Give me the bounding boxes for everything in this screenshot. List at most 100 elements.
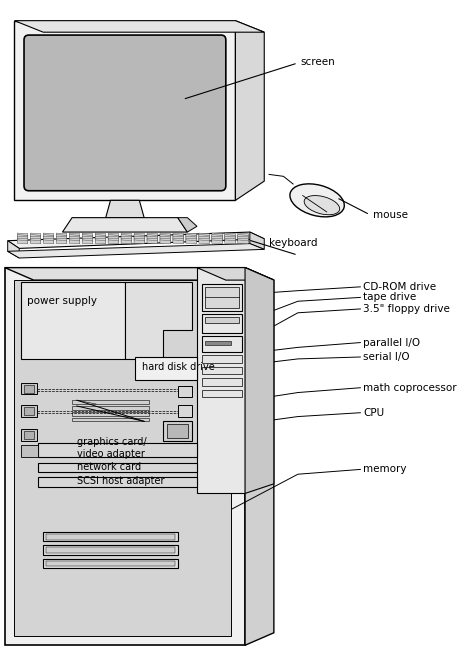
Polygon shape bbox=[147, 236, 157, 240]
Polygon shape bbox=[43, 240, 54, 244]
Polygon shape bbox=[205, 287, 239, 308]
Polygon shape bbox=[108, 240, 118, 244]
Polygon shape bbox=[238, 236, 248, 240]
Polygon shape bbox=[121, 233, 132, 237]
Polygon shape bbox=[178, 405, 192, 416]
Polygon shape bbox=[5, 268, 274, 280]
Polygon shape bbox=[238, 240, 248, 244]
Polygon shape bbox=[82, 236, 93, 240]
Polygon shape bbox=[14, 21, 236, 201]
Polygon shape bbox=[178, 218, 197, 232]
Polygon shape bbox=[30, 240, 41, 244]
Polygon shape bbox=[108, 233, 118, 237]
Polygon shape bbox=[225, 240, 236, 244]
Polygon shape bbox=[95, 236, 106, 240]
Polygon shape bbox=[134, 240, 145, 244]
Polygon shape bbox=[72, 418, 149, 422]
Polygon shape bbox=[30, 238, 41, 242]
Polygon shape bbox=[147, 233, 157, 237]
Text: serial I/O: serial I/O bbox=[363, 352, 410, 362]
Polygon shape bbox=[178, 386, 192, 397]
Polygon shape bbox=[134, 238, 145, 242]
Polygon shape bbox=[202, 378, 242, 386]
Polygon shape bbox=[160, 233, 171, 237]
Ellipse shape bbox=[304, 196, 340, 214]
Text: CD-ROM drive: CD-ROM drive bbox=[363, 282, 437, 292]
Polygon shape bbox=[225, 233, 236, 237]
Polygon shape bbox=[173, 238, 183, 242]
Polygon shape bbox=[167, 424, 188, 438]
Polygon shape bbox=[38, 477, 197, 487]
Polygon shape bbox=[30, 236, 41, 240]
Text: hard disk drive: hard disk drive bbox=[142, 362, 215, 372]
Polygon shape bbox=[95, 240, 106, 244]
Polygon shape bbox=[173, 233, 183, 237]
Polygon shape bbox=[134, 236, 145, 240]
Polygon shape bbox=[56, 233, 67, 237]
Polygon shape bbox=[199, 233, 210, 237]
Polygon shape bbox=[43, 545, 178, 555]
Polygon shape bbox=[8, 241, 19, 258]
Polygon shape bbox=[173, 240, 183, 244]
Polygon shape bbox=[95, 238, 106, 242]
Polygon shape bbox=[106, 201, 144, 218]
Polygon shape bbox=[250, 232, 264, 250]
Polygon shape bbox=[245, 268, 274, 645]
Polygon shape bbox=[160, 236, 171, 240]
Polygon shape bbox=[108, 235, 118, 238]
Text: 3.5" floppy drive: 3.5" floppy drive bbox=[363, 304, 450, 314]
Polygon shape bbox=[17, 240, 28, 244]
FancyBboxPatch shape bbox=[24, 35, 226, 191]
Polygon shape bbox=[186, 233, 197, 237]
Polygon shape bbox=[197, 268, 274, 280]
Polygon shape bbox=[43, 236, 54, 240]
Polygon shape bbox=[186, 235, 197, 238]
Polygon shape bbox=[30, 235, 41, 238]
Polygon shape bbox=[202, 355, 242, 363]
Polygon shape bbox=[212, 233, 222, 237]
Polygon shape bbox=[69, 233, 80, 237]
Polygon shape bbox=[69, 235, 80, 238]
Polygon shape bbox=[82, 233, 93, 237]
Polygon shape bbox=[212, 236, 222, 240]
Polygon shape bbox=[108, 236, 118, 240]
Text: memory: memory bbox=[363, 464, 407, 474]
Polygon shape bbox=[43, 532, 178, 541]
Polygon shape bbox=[43, 238, 54, 242]
Polygon shape bbox=[212, 240, 222, 244]
Polygon shape bbox=[121, 236, 132, 240]
Polygon shape bbox=[95, 235, 106, 238]
Polygon shape bbox=[21, 282, 125, 359]
Polygon shape bbox=[63, 218, 187, 232]
Polygon shape bbox=[46, 547, 175, 553]
Polygon shape bbox=[72, 400, 149, 404]
Text: keyboard: keyboard bbox=[269, 238, 318, 248]
Polygon shape bbox=[212, 235, 222, 238]
Polygon shape bbox=[82, 240, 93, 244]
Polygon shape bbox=[82, 235, 93, 238]
Polygon shape bbox=[82, 238, 93, 242]
Polygon shape bbox=[199, 238, 210, 242]
Ellipse shape bbox=[290, 184, 344, 217]
Polygon shape bbox=[186, 238, 197, 242]
Polygon shape bbox=[69, 236, 80, 240]
Polygon shape bbox=[238, 238, 248, 242]
Polygon shape bbox=[21, 429, 36, 441]
Polygon shape bbox=[135, 357, 197, 380]
Polygon shape bbox=[56, 240, 67, 244]
Polygon shape bbox=[199, 240, 210, 244]
Polygon shape bbox=[30, 233, 41, 237]
Polygon shape bbox=[46, 534, 175, 540]
Text: math coprocessor: math coprocessor bbox=[363, 382, 457, 392]
Polygon shape bbox=[21, 383, 36, 394]
Polygon shape bbox=[43, 559, 178, 568]
Polygon shape bbox=[245, 268, 274, 493]
Polygon shape bbox=[46, 560, 175, 566]
Polygon shape bbox=[134, 235, 145, 238]
Polygon shape bbox=[56, 238, 67, 242]
Polygon shape bbox=[202, 314, 242, 333]
Polygon shape bbox=[38, 444, 197, 457]
Polygon shape bbox=[199, 235, 210, 238]
Polygon shape bbox=[14, 21, 264, 32]
Polygon shape bbox=[8, 232, 264, 248]
